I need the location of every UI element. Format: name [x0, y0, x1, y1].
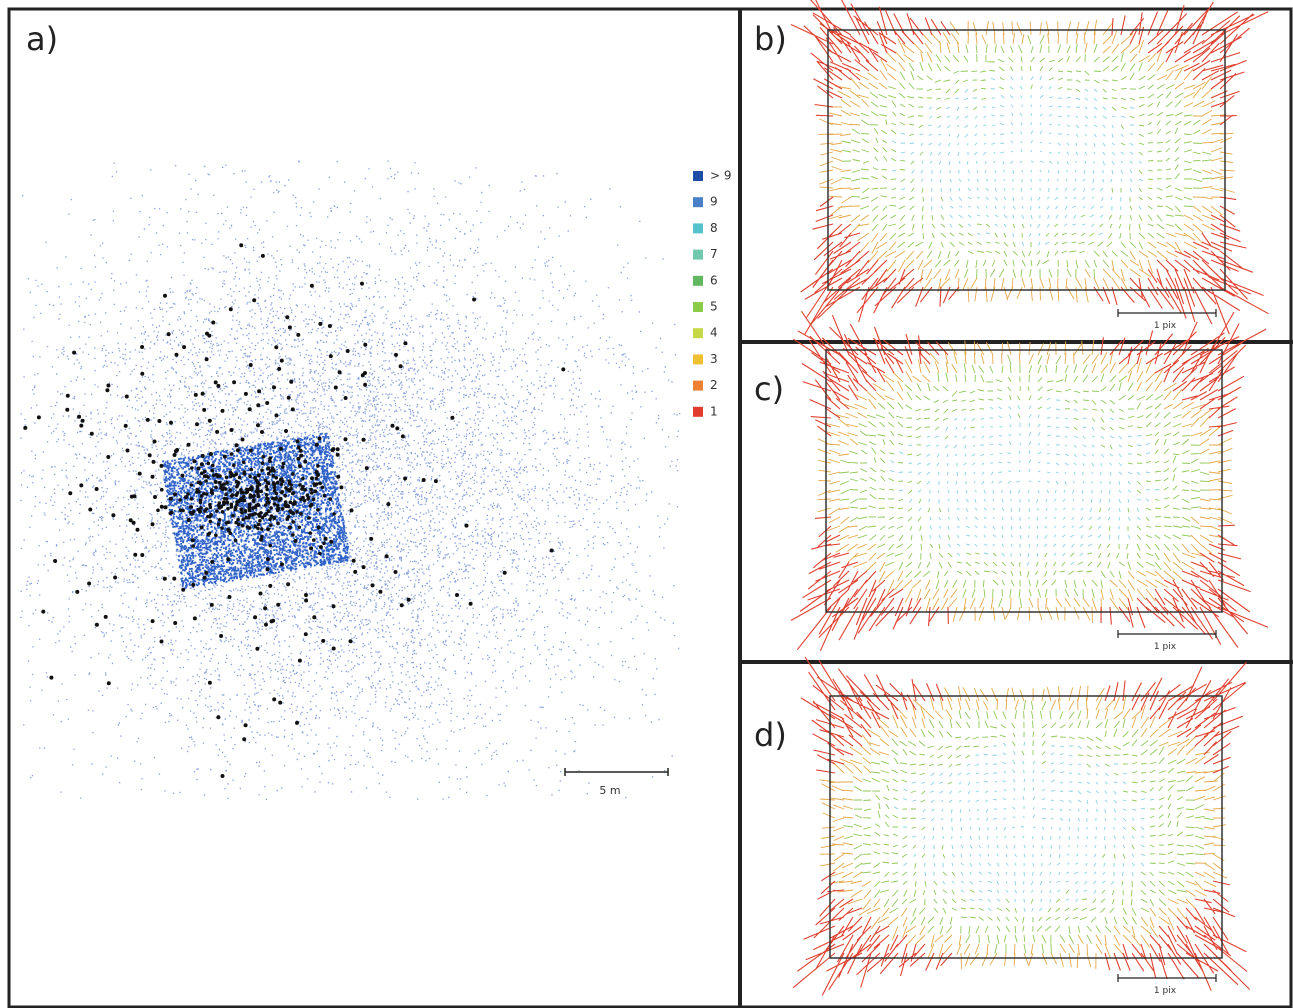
- distortion-vectors: [818, 19, 1235, 303]
- legend: > 9 9 8 7 6 5 4 3 2 1: [693, 169, 732, 418]
- distortion-vectors: [792, 656, 1251, 996]
- scale-line: [564, 768, 669, 776]
- point-cloud: [20, 160, 681, 800]
- distortion-panel: b) 1 pix: [754, 0, 1269, 335]
- distortion-vectors: [891, 75, 1144, 246]
- scale-label: 5 m: [599, 784, 620, 797]
- legend-swatch: [693, 302, 703, 312]
- legend-label: 3: [710, 352, 718, 366]
- legend-swatch: [693, 354, 703, 365]
- panel-label: c): [754, 370, 784, 408]
- legend-label: 5: [710, 300, 718, 314]
- distortion-panel: d) 1 pix: [754, 656, 1251, 996]
- legend-swatch: [693, 406, 703, 417]
- legend-label: 6: [710, 273, 718, 287]
- scale-label: 1 pix: [1154, 986, 1177, 996]
- panel-label: b): [754, 20, 787, 58]
- legend-swatch: [693, 328, 703, 339]
- legend-label: 7: [710, 247, 718, 261]
- distortion-vectors: [817, 339, 1233, 623]
- legend-swatch: [693, 197, 703, 208]
- legend-swatch: [693, 275, 703, 286]
- distortion-vectors: [893, 742, 1155, 913]
- scale-label: 1 pix: [1154, 321, 1177, 331]
- distortion-vectors: [843, 700, 1214, 954]
- scale-line: [1117, 974, 1217, 982]
- dense-points: [162, 432, 350, 590]
- sensor-frame: [825, 349, 1223, 613]
- legend-swatch: [693, 249, 703, 260]
- legend-swatch: [693, 171, 703, 181]
- distortion-panel: c) 1 pix: [754, 310, 1269, 652]
- outer-border: [7, 7, 1293, 1008]
- distortion-vectors: [790, 0, 1269, 335]
- distortion-vectors: [889, 397, 1160, 566]
- sensor-frame: [829, 695, 1223, 959]
- panel-label: a): [26, 20, 58, 58]
- distortion-vectors: [841, 34, 1212, 279]
- legend-label: 1: [710, 404, 718, 418]
- panel-label: d): [754, 716, 787, 754]
- distortion-vectors: [839, 354, 1211, 608]
- legend-label: 9: [710, 195, 718, 209]
- distortion-vectors: [790, 310, 1269, 652]
- scale-line: [1117, 630, 1217, 638]
- sensor-frame: [827, 29, 1226, 291]
- scale-label: 1 pix: [1154, 642, 1177, 652]
- distortion-panels: b) 1 pix c) 1 pix d) 1 pix: [754, 0, 1269, 996]
- scale-line: [1117, 309, 1217, 317]
- scale-bar: 5 m: [564, 768, 669, 797]
- legend-label: 2: [710, 378, 718, 392]
- legend-swatch: [693, 223, 703, 234]
- legend-swatch: [693, 380, 703, 391]
- legend-label: 4: [710, 326, 718, 340]
- legend-label: 8: [710, 221, 718, 235]
- legend-label: > 9: [710, 169, 732, 183]
